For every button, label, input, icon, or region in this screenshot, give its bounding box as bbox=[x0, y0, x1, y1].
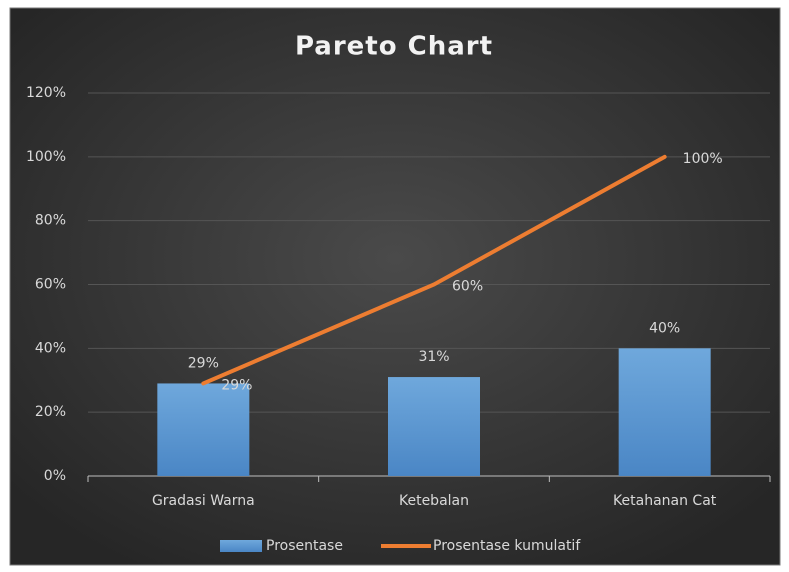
data-label: 29% bbox=[221, 377, 252, 393]
y-tick-label: 100% bbox=[26, 149, 66, 165]
y-tick-label: 20% bbox=[35, 404, 66, 420]
data-label: 100% bbox=[683, 151, 723, 167]
line bbox=[201, 154, 667, 386]
legend-swatch bbox=[220, 540, 262, 552]
x-tick-label: Ketahanan Cat bbox=[613, 493, 717, 509]
chart-background bbox=[9, 7, 781, 566]
y-tick-label: 0% bbox=[44, 468, 66, 484]
y-tick-label: 60% bbox=[35, 277, 66, 293]
bar bbox=[388, 377, 480, 476]
y-tick-label: 80% bbox=[35, 213, 66, 229]
x-tick-label: Ketebalan bbox=[399, 493, 469, 509]
bar bbox=[618, 348, 711, 476]
legend-label: Prosentase bbox=[266, 538, 343, 554]
data-label: 40% bbox=[649, 320, 680, 336]
data-label: 29% bbox=[188, 355, 219, 371]
bar bbox=[157, 383, 250, 476]
y-tick-label: 120% bbox=[26, 85, 66, 101]
legend-label: Prosentase kumulatif bbox=[433, 538, 581, 554]
data-label: 31% bbox=[418, 349, 449, 365]
chart-title: Pareto Chart bbox=[295, 32, 493, 62]
data-label: 60% bbox=[452, 279, 483, 295]
x-tick-label: Gradasi Warna bbox=[152, 493, 255, 509]
y-tick-label: 40% bbox=[35, 340, 66, 356]
